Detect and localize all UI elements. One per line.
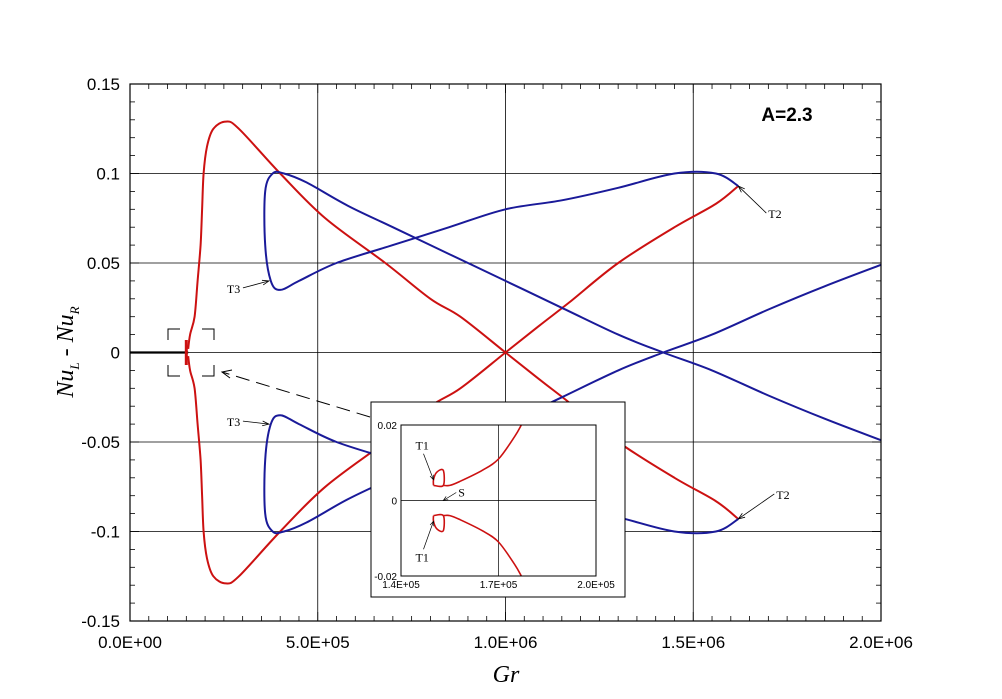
inset-plot-frame xyxy=(400,424,597,577)
zoom-box-corner-tr xyxy=(202,328,215,340)
inset-x-tick-label: 2.0E+05 xyxy=(577,580,615,591)
annotation-arrowhead xyxy=(261,279,271,286)
inset-series-group xyxy=(432,424,522,577)
main-annotations: T2 T3 T3 T2 xyxy=(227,185,790,520)
y-tick-label: -0.1 xyxy=(91,523,120,542)
inset-series-line-1 xyxy=(443,424,522,487)
zoom-box-corner-br xyxy=(202,365,215,377)
series-line-red-1 xyxy=(187,185,739,585)
y-axis-title-sep: - xyxy=(53,342,79,362)
zoom-leader-line xyxy=(221,371,371,418)
annotation-label: T3 xyxy=(227,415,240,429)
y-tick-label: 0.15 xyxy=(87,75,120,94)
inset-annotation-arrow xyxy=(423,453,434,480)
x-tick-labels: 0.0E+00 5.0E+05 1.0E+06 1.5E+06 2.0E+06 xyxy=(98,633,913,652)
x-tick-label: 2.0E+06 xyxy=(849,633,913,652)
inset-annotation-arrow xyxy=(423,521,434,550)
inset-y-tick-label: -0.02 xyxy=(374,572,397,583)
y-tick-labels: 0.15 0.1 0.05 0 -0.05 -0.1 -0.15 xyxy=(81,75,120,631)
y-tick-label: 0.05 xyxy=(87,254,120,273)
svg-text:NuL - NuR: NuL - NuR xyxy=(53,306,82,398)
inset-series-line-0 xyxy=(432,468,446,488)
inset-annotation-arrowhead xyxy=(429,520,435,527)
annotation-arrowhead xyxy=(737,513,746,520)
annotation-label: T2 xyxy=(768,207,781,221)
inset-annotation-arrowhead xyxy=(429,474,435,481)
x-tick-label: 1.5E+06 xyxy=(661,633,725,652)
x-tick-label: 0.0E+00 xyxy=(98,633,162,652)
zoom-leader-arrowhead xyxy=(220,369,233,379)
annotation-arrow xyxy=(738,185,767,214)
main-plot-frame xyxy=(129,83,882,622)
inset-series-line-3 xyxy=(443,514,522,577)
annotation-label: T2 xyxy=(776,488,789,502)
y-axis-title-main-1: Nu xyxy=(53,370,79,399)
inset-annotation-label: T1 xyxy=(416,439,429,453)
annotation-label: T3 xyxy=(227,282,240,296)
inset-tick-labels: 1.4E+05 1.7E+05 2.0E+05 0.02 0 -0.02 xyxy=(374,421,615,591)
annotation-arrow xyxy=(738,493,775,520)
y-tick-label: -0.05 xyxy=(81,433,120,452)
x-tick-label: 1.0E+06 xyxy=(474,633,538,652)
inset-x-tick-label: 1.7E+05 xyxy=(480,580,518,591)
inset-annotation-label: S xyxy=(458,486,465,500)
inset-annotation-arrowhead xyxy=(442,496,449,501)
inset-outer-frame xyxy=(370,401,626,598)
annotation-arrowhead xyxy=(737,185,745,193)
inset-chart: 1.4E+05 1.7E+05 2.0E+05 0.02 0 -0.02 T1 S T1 xyxy=(370,401,626,598)
y-axis-title-main-2: Nu xyxy=(53,314,79,343)
y-tick-label: 0 xyxy=(111,344,120,363)
annotation-arrow xyxy=(242,280,270,289)
series-line-blue-3 xyxy=(263,170,882,442)
y-tick-label: 0.1 xyxy=(96,165,120,184)
y-axis-title: NuL - NuR xyxy=(53,306,82,398)
inset-y-tick-label: 0.02 xyxy=(378,421,398,432)
x-axis-title: Gr xyxy=(493,662,520,688)
y-axis-title-sub-left: L xyxy=(67,362,82,370)
zoom-box-corner-tl xyxy=(167,328,180,340)
annotation-arrowhead xyxy=(262,420,271,427)
inset-annotation-arrow xyxy=(443,492,457,501)
inset-annotation-label: T1 xyxy=(416,550,429,564)
x-tick-label: 5.0E+05 xyxy=(286,633,350,652)
y-axis-title-sub-right: R xyxy=(67,306,82,315)
zoom-indicator xyxy=(167,328,371,418)
parameter-label: A=2.3 xyxy=(761,105,812,126)
inset-y-tick-label: 0 xyxy=(391,497,397,508)
annotation-arrow xyxy=(242,420,269,425)
zoom-box-corner-bl xyxy=(167,365,180,377)
inset-x-tick-label: 1.4E+05 xyxy=(382,580,420,591)
inset-series-line-2 xyxy=(432,513,446,533)
y-tick-label: -0.15 xyxy=(81,612,120,631)
inset-annotations: T1 S T1 xyxy=(416,439,465,565)
